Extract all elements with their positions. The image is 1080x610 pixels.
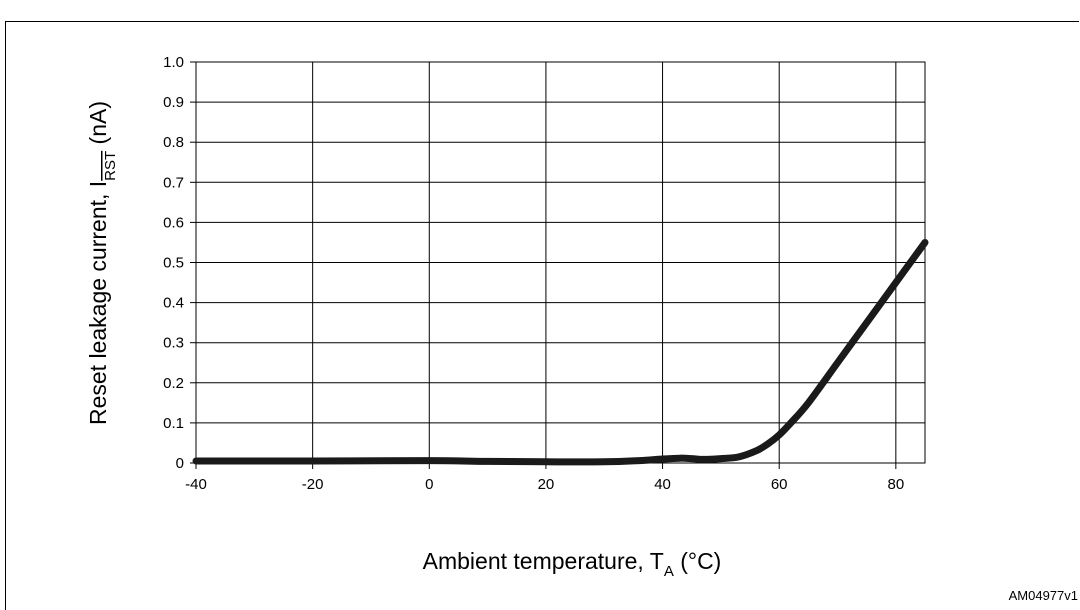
y-axis-title-suffix: (nA)	[85, 101, 111, 151]
figure-frame	[5, 21, 1079, 610]
x-axis-title-main: Ambient temperature, T	[423, 548, 664, 574]
series-line	[192, 238, 929, 466]
y-axis-title: Reset leakage current, IRST (nA)	[85, 101, 119, 425]
y-tick-label: 0.8	[163, 134, 184, 151]
figure-code: AM04977v1	[1009, 588, 1078, 603]
x-tick-label: 80	[887, 476, 904, 493]
y-tick-label: 0.9	[163, 94, 184, 111]
x-tick-label: 40	[654, 476, 671, 493]
y-tick-label: 0.1	[163, 415, 184, 432]
x-axis-title: Ambient temperature, TA (°C)	[423, 548, 722, 580]
y-tick-label: 0.2	[163, 375, 184, 392]
y-axis-title-sub: RST	[102, 151, 119, 181]
x-tick-label: -40	[185, 476, 207, 493]
y-tick-label: 0	[176, 455, 184, 472]
grid	[195, 61, 925, 464]
y-tick-label: 0.5	[163, 255, 184, 272]
y-tick-label: 0.3	[163, 335, 184, 352]
y-tick-label: 0.4	[163, 295, 184, 312]
x-tick-label: -20	[302, 476, 324, 493]
y-tick-label: 0.7	[163, 174, 184, 191]
series-layer	[192, 238, 929, 466]
y-axis-title-main: Reset leakage current, I	[85, 181, 111, 425]
x-tick-label: 20	[538, 476, 555, 493]
y-tick-label: 1.0	[163, 54, 184, 71]
x-axis-title-sub: A	[664, 563, 674, 580]
y-tick-label: 0.6	[163, 214, 184, 231]
axis-ticks: 0 0.1 0.2 0.3 0.4 0.5 0.6 0.7 0.8 0.9 1.0 -40 -20 0 20…	[163, 54, 904, 493]
x-tick-label: 60	[771, 476, 788, 493]
x-tick-label: 0	[425, 476, 433, 493]
x-axis-title-suffix: (°C)	[674, 548, 722, 574]
